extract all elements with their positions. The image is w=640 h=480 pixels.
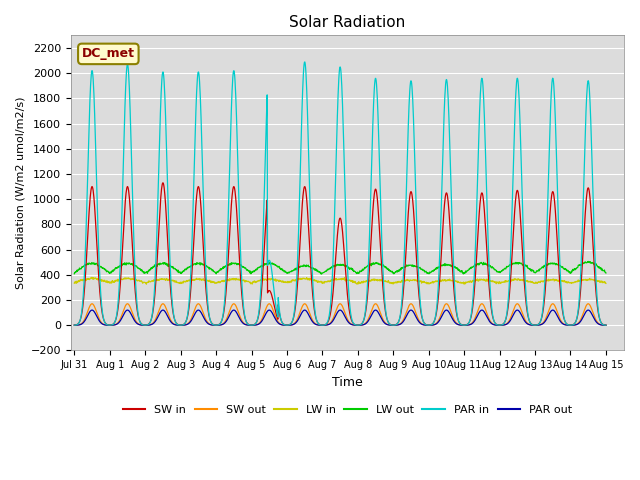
PAR in <box>423 322 431 328</box>
LW out <box>423 270 431 276</box>
PAR in <box>176 322 184 328</box>
LW in <box>70 280 78 286</box>
LW in <box>189 277 197 283</box>
PAR in <box>540 303 547 309</box>
SW in <box>70 322 78 328</box>
LW out <box>248 269 256 275</box>
PAR out <box>602 322 610 328</box>
PAR in <box>70 322 78 328</box>
SW in <box>248 322 256 328</box>
PAR out <box>70 322 78 328</box>
PAR out <box>176 322 184 328</box>
PAR out <box>88 307 96 313</box>
Line: PAR in: PAR in <box>74 62 606 325</box>
PAR out <box>492 322 500 328</box>
SW out <box>248 322 256 328</box>
SW in <box>493 322 500 327</box>
Title: Solar Radiation: Solar Radiation <box>289 15 405 30</box>
SW in <box>189 253 196 259</box>
Text: DC_met: DC_met <box>82 48 135 60</box>
PAR out <box>540 321 547 326</box>
Y-axis label: Solar Radiation (W/m2 umol/m2/s): Solar Radiation (W/m2 umol/m2/s) <box>15 96 25 289</box>
SW out <box>492 322 500 328</box>
LW out <box>70 271 78 276</box>
PAR in <box>301 59 308 65</box>
LW in <box>493 279 500 285</box>
Line: SW out: SW out <box>74 304 606 325</box>
SW in <box>176 322 184 328</box>
SW out <box>70 322 78 328</box>
LW in <box>540 278 547 284</box>
PAR out <box>248 322 256 328</box>
Line: LW out: LW out <box>74 262 606 274</box>
SW out <box>189 312 196 317</box>
PAR in <box>602 322 610 328</box>
SW in <box>159 180 167 186</box>
LW out <box>584 259 592 264</box>
SW out <box>88 301 96 307</box>
SW in <box>423 322 431 328</box>
SW out <box>540 320 547 326</box>
Legend: SW in, SW out, LW in, LW out, PAR in, PAR out: SW in, SW out, LW in, LW out, PAR in, PA… <box>118 400 576 419</box>
PAR in <box>492 322 500 327</box>
Line: PAR out: PAR out <box>74 310 606 325</box>
PAR out <box>189 315 196 321</box>
X-axis label: Time: Time <box>332 376 363 389</box>
SW in <box>602 322 610 328</box>
SW out <box>602 322 610 328</box>
LW in <box>249 279 257 285</box>
Line: SW in: SW in <box>74 183 606 325</box>
SW out <box>423 322 431 328</box>
SW in <box>319 322 326 328</box>
PAR in <box>189 223 196 229</box>
PAR out <box>423 322 431 328</box>
LW out <box>492 268 500 274</box>
LW out <box>189 263 196 268</box>
PAR in <box>248 322 256 328</box>
LW in <box>602 280 610 286</box>
Line: LW in: LW in <box>74 277 606 284</box>
LW in <box>88 275 95 280</box>
LW in <box>423 281 431 287</box>
LW out <box>540 265 547 271</box>
SW out <box>176 322 184 328</box>
LW out <box>317 271 325 277</box>
SW in <box>540 305 547 311</box>
LW out <box>176 270 184 276</box>
LW in <box>143 281 150 287</box>
LW out <box>602 270 610 276</box>
LW in <box>177 279 184 285</box>
